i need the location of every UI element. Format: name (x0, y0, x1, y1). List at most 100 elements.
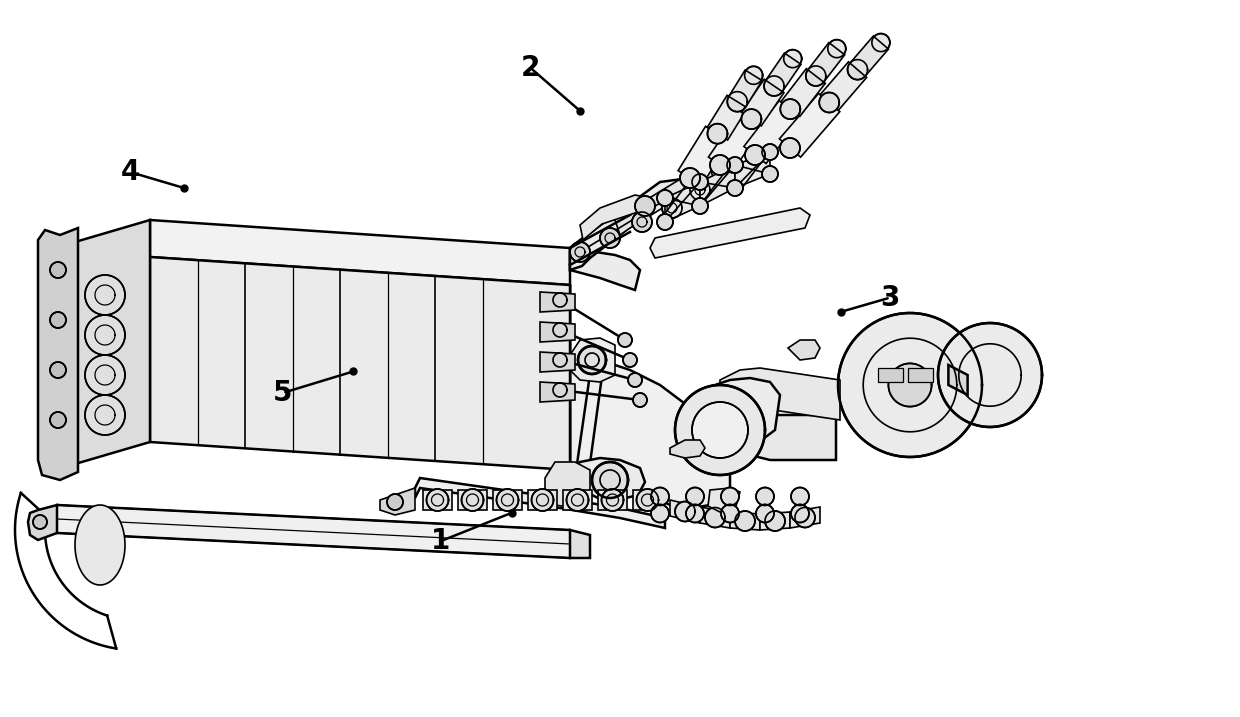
Polygon shape (415, 478, 665, 528)
Circle shape (600, 228, 620, 248)
Polygon shape (766, 53, 801, 92)
Circle shape (632, 393, 647, 407)
Polygon shape (539, 292, 575, 312)
Circle shape (675, 501, 694, 521)
Circle shape (86, 355, 125, 395)
Circle shape (838, 313, 982, 457)
Circle shape (728, 92, 748, 112)
Circle shape (872, 34, 890, 52)
Polygon shape (707, 95, 748, 140)
Circle shape (763, 166, 777, 182)
Text: 2: 2 (521, 54, 541, 82)
Polygon shape (790, 507, 820, 528)
Circle shape (567, 489, 589, 511)
Circle shape (742, 109, 761, 129)
Polygon shape (820, 62, 867, 110)
Polygon shape (539, 352, 575, 372)
Circle shape (686, 488, 704, 505)
Circle shape (632, 212, 652, 232)
Circle shape (618, 333, 632, 347)
Circle shape (86, 395, 125, 435)
Polygon shape (670, 440, 706, 458)
Polygon shape (570, 178, 694, 270)
Bar (878, 368, 903, 382)
Circle shape (706, 508, 725, 528)
Circle shape (651, 505, 670, 523)
Circle shape (735, 511, 755, 531)
Polygon shape (528, 490, 557, 510)
Polygon shape (150, 257, 570, 470)
Polygon shape (615, 168, 715, 235)
Circle shape (763, 144, 777, 160)
Circle shape (50, 262, 66, 278)
Circle shape (651, 488, 670, 505)
Circle shape (727, 157, 743, 173)
Circle shape (532, 489, 553, 511)
Circle shape (50, 312, 66, 328)
Text: 4: 4 (120, 158, 140, 186)
Circle shape (627, 373, 642, 387)
Circle shape (591, 462, 627, 498)
Text: 5: 5 (273, 379, 293, 407)
Polygon shape (74, 505, 125, 585)
Circle shape (848, 60, 868, 80)
Polygon shape (494, 490, 522, 510)
Polygon shape (556, 285, 730, 510)
Polygon shape (52, 505, 572, 558)
Polygon shape (787, 340, 820, 360)
Circle shape (828, 39, 846, 57)
Polygon shape (701, 165, 735, 206)
Polygon shape (708, 488, 740, 512)
Polygon shape (949, 365, 967, 395)
Circle shape (780, 99, 800, 119)
Circle shape (570, 242, 590, 262)
Polygon shape (74, 220, 150, 464)
Polygon shape (570, 530, 590, 558)
Polygon shape (539, 382, 575, 402)
Circle shape (50, 412, 66, 428)
Polygon shape (735, 152, 770, 188)
Circle shape (680, 168, 701, 188)
Circle shape (622, 353, 637, 367)
Polygon shape (701, 507, 730, 528)
Polygon shape (150, 220, 570, 285)
Circle shape (791, 505, 808, 523)
Circle shape (578, 346, 606, 374)
Circle shape (744, 66, 763, 85)
Circle shape (756, 505, 774, 523)
Polygon shape (570, 248, 640, 290)
Polygon shape (379, 488, 415, 515)
Circle shape (720, 488, 739, 505)
Polygon shape (730, 415, 836, 460)
Circle shape (795, 508, 815, 528)
Polygon shape (760, 512, 790, 530)
Circle shape (820, 92, 839, 113)
Circle shape (86, 275, 125, 315)
Circle shape (708, 124, 728, 143)
Polygon shape (720, 368, 839, 420)
Circle shape (689, 180, 711, 200)
Circle shape (657, 190, 673, 206)
Circle shape (553, 323, 567, 337)
Polygon shape (572, 458, 645, 500)
Circle shape (711, 155, 730, 175)
Polygon shape (692, 378, 780, 450)
Circle shape (888, 364, 931, 407)
Circle shape (553, 383, 567, 397)
Polygon shape (632, 490, 662, 510)
Text: 1: 1 (430, 527, 450, 556)
Circle shape (635, 196, 655, 216)
Polygon shape (742, 79, 784, 126)
Polygon shape (598, 490, 627, 510)
Polygon shape (744, 100, 801, 163)
Circle shape (675, 385, 765, 475)
Polygon shape (423, 490, 453, 510)
Circle shape (756, 488, 774, 505)
Circle shape (50, 362, 66, 378)
Circle shape (601, 489, 624, 511)
Circle shape (636, 489, 658, 511)
Circle shape (692, 198, 708, 214)
Polygon shape (729, 70, 763, 107)
Circle shape (86, 315, 125, 355)
Circle shape (784, 49, 802, 67)
